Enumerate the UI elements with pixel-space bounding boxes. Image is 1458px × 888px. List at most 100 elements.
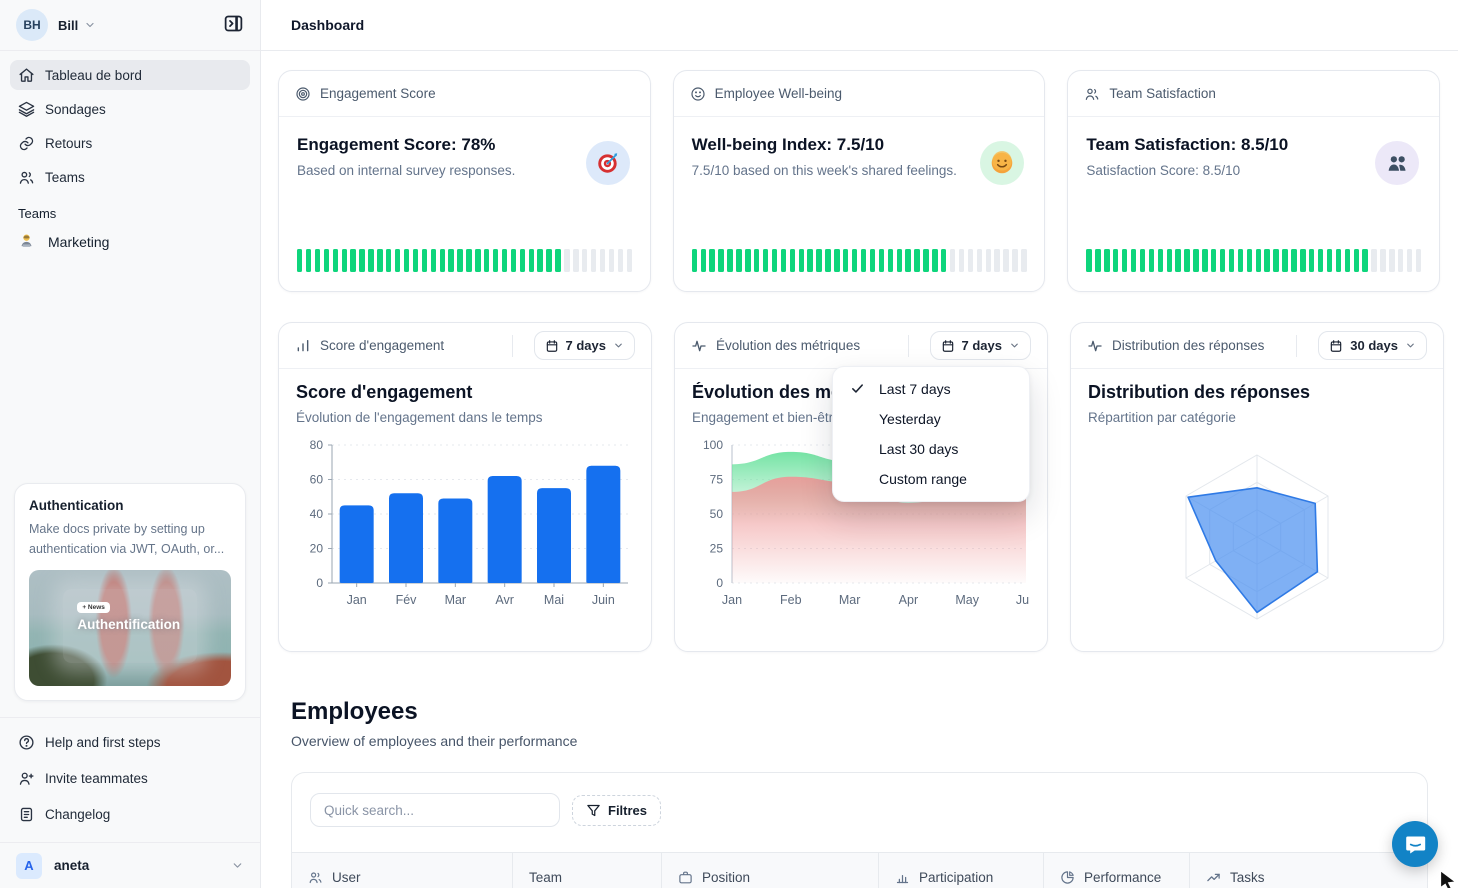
column-label: User (332, 869, 361, 885)
employees-section: Employees Overview of employees and thei… (291, 698, 1440, 888)
engagement-progress-bar (297, 249, 632, 272)
svg-text:Jan: Jan (722, 593, 742, 607)
promo-image[interactable]: + News Authentification (29, 570, 231, 686)
layers-icon (18, 101, 35, 118)
filters-button[interactable]: Filtres (572, 794, 662, 826)
menu-item-label: Custom range (879, 471, 967, 487)
range-select-button[interactable]: 7 days (929, 331, 1031, 360)
card-employee-wellbeing: Employee Well-being Well-being Index: 7.… (672, 70, 1046, 292)
range-label: 7 days (961, 338, 1002, 353)
column-header-position[interactable]: Position (661, 853, 878, 888)
avatar[interactable]: BH (16, 9, 48, 41)
chat-launcher-button[interactable] (1392, 821, 1438, 867)
chart-cards-row: Score d'engagement 7 days Score d'engage… (278, 322, 1444, 652)
column-label: Tasks (1230, 869, 1265, 885)
svg-text:50: 50 (710, 507, 724, 521)
promo-image-title: Authentification (77, 616, 181, 632)
chevron-down-icon (613, 340, 624, 351)
briefcase-icon (678, 870, 693, 885)
sidebar-item-help[interactable]: Help and first steps (10, 726, 250, 758)
content: Engagement Score Engagement Score: 78% B… (261, 51, 1458, 888)
svg-text:40: 40 (310, 507, 324, 521)
sidebar-item-teams[interactable]: Teams (10, 162, 250, 192)
calendar-icon (1329, 339, 1343, 353)
table-header-row: User Team Position Participation (292, 852, 1427, 888)
workspace-avatar: A (16, 852, 42, 879)
range-select-button[interactable]: 30 days (1318, 331, 1427, 360)
link-icon (18, 135, 35, 152)
trending-up-icon (1206, 870, 1221, 885)
home-icon (18, 67, 35, 84)
main-area: Dashboard Engagement Score Engagement Sc… (261, 0, 1458, 888)
card-body: Well-being Index: 7.5/10 7.5/10 based on… (674, 117, 1045, 178)
column-header-performance[interactable]: Performance (1043, 853, 1189, 888)
menu-item-yesterday[interactable]: Yesterday (833, 404, 1029, 434)
svg-text:Mai: Mai (544, 593, 564, 607)
promo-description: Make docs private by setting up authenti… (29, 522, 225, 556)
stat-cards-row: Engagement Score Engagement Score: 78% B… (278, 70, 1441, 292)
sidebar-item-label: Tableau de bord (45, 67, 142, 83)
menu-item-custom-range[interactable]: Custom range (833, 464, 1029, 494)
range-select-button[interactable]: 7 days (533, 331, 635, 360)
satisfaction-progress-bar (1086, 249, 1422, 272)
card-distribution-reponses: Distribution des réponses 30 days Distri… (1070, 322, 1444, 652)
menu-item-label: Last 7 days (879, 381, 951, 397)
news-badge: + News (77, 601, 110, 613)
chat-bubble-icon (1403, 832, 1427, 856)
stat-title: Engagement Score: 78% (297, 135, 496, 154)
svg-text:Juin: Juin (592, 593, 615, 607)
card-header-label: Employee Well-being (714, 86, 842, 101)
menu-item-last-7-days[interactable]: Last 7 days (833, 374, 1029, 404)
promo-card-authentication[interactable]: Authentication Make docs private by sett… (14, 483, 246, 701)
card-engagement-score: Engagement Score Engagement Score: 78% B… (278, 70, 651, 292)
range-label: 7 days (565, 338, 606, 353)
column-label: Position (702, 869, 751, 885)
stat-subtitle: 7.5/10 based on this week's shared feeli… (691, 163, 957, 178)
sidebar-item-sondages[interactable]: Sondages (10, 94, 250, 124)
svg-text:25: 25 (710, 542, 724, 556)
collapse-sidebar-button[interactable] (220, 12, 246, 38)
card-header: Team Satisfaction (1068, 71, 1440, 117)
svg-text:May: May (955, 593, 979, 607)
sidebar-header: BH Bill (0, 0, 260, 51)
card-score-engagement: Score d'engagement 7 days Score d'engage… (278, 322, 652, 652)
bar-chart-icon (295, 338, 311, 354)
promo-title: Authentication (29, 498, 124, 514)
sidebar-team-marketing[interactable]: Marketing (0, 227, 260, 257)
svg-text:0: 0 (716, 576, 723, 590)
svg-text:0: 0 (316, 576, 323, 590)
column-header-user[interactable]: User (292, 853, 512, 888)
bar-chart-icon (895, 870, 910, 885)
menu-item-last-30-days[interactable]: Last 30 days (833, 434, 1029, 464)
card-header: Score d'engagement 7 days (279, 323, 651, 369)
card-header-label: Distribution des réponses (1112, 338, 1265, 353)
chevron-down-icon[interactable] (84, 19, 96, 31)
users-icon (1084, 86, 1100, 102)
chart-title: Score d'engagement (296, 382, 473, 402)
sidebar-item-label: Teams (45, 169, 85, 185)
card-body: Score d'engagement Évolution de l'engage… (279, 369, 651, 613)
menu-item-label: Last 30 days (879, 441, 959, 457)
sidebar-item-label: Sondages (45, 101, 106, 117)
user-name[interactable]: Bill (58, 17, 79, 33)
column-header-team[interactable]: Team (512, 853, 661, 888)
column-header-tasks[interactable]: Tasks (1189, 853, 1427, 888)
card-team-satisfaction: Team Satisfaction Team Satisfaction: 8.5… (1067, 70, 1441, 292)
menu-item-label: Yesterday (879, 411, 941, 427)
search-input[interactable] (310, 793, 560, 827)
two-people-emoji (1375, 141, 1420, 185)
sidebar-item-changelog[interactable]: Changelog (10, 798, 250, 830)
svg-text:75: 75 (710, 473, 724, 487)
sidebar-item-retours[interactable]: Retours (10, 128, 250, 158)
sidebar-item-invite[interactable]: Invite teammates (10, 762, 250, 794)
svg-text:Mar: Mar (445, 593, 467, 607)
sidebar-item-tableau-de-bord[interactable]: Tableau de bord (10, 60, 250, 90)
sidebar: BH Bill Tableau de bord Sondages (0, 0, 261, 888)
footer-item-label: Invite teammates (45, 770, 148, 786)
user-plus-icon (18, 770, 35, 787)
workspace-switcher[interactable]: A aneta (0, 842, 260, 888)
column-header-participation[interactable]: Participation (878, 853, 1043, 888)
stat-title: Well-being Index: 7.5/10 (691, 135, 885, 154)
calendar-icon (941, 339, 955, 353)
activity-icon (691, 338, 707, 354)
